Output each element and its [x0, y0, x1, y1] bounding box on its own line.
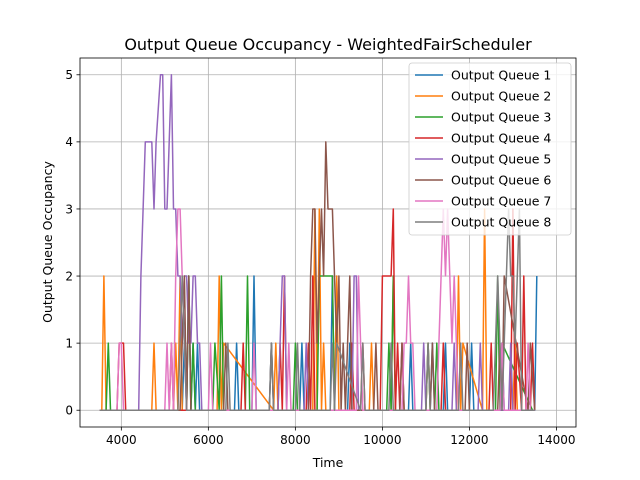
- legend-label-2: Output Queue 2: [451, 89, 551, 104]
- x-tick-label: 4000: [106, 433, 137, 447]
- series-line-5: [99, 74, 535, 411]
- series-line-2: [99, 208, 535, 411]
- legend-label-3: Output Queue 3: [451, 110, 551, 125]
- x-tick-label: 10000: [363, 433, 401, 447]
- legend-label-7: Output Queue 7: [451, 194, 551, 209]
- legend-label-4: Output Queue 4: [451, 131, 551, 146]
- y-tick-label: 4: [65, 135, 73, 149]
- legend-label-8: Output Queue 8: [451, 215, 551, 230]
- x-tick-label: 14000: [537, 433, 575, 447]
- series-lines: [99, 74, 538, 411]
- y-axis-ticks: 0 1 2 3 4 5: [65, 68, 80, 418]
- x-axis-ticks: 4000 6000 8000 10000 12000 14000: [106, 427, 576, 447]
- legend-label-1: Output Queue 1: [451, 68, 551, 83]
- legend-box: [408, 62, 572, 236]
- y-tick-label: 0: [65, 404, 73, 418]
- legend-label-6: Output Queue 6: [451, 173, 551, 188]
- y-axis-label: Output Queue Occupancy: [40, 161, 55, 323]
- y-tick-label: 2: [65, 269, 73, 283]
- series-line-8: [99, 208, 535, 411]
- y-tick-label: 3: [65, 202, 73, 216]
- x-tick-label: 12000: [450, 433, 488, 447]
- x-tick-label: 8000: [280, 433, 311, 447]
- legend-label-5: Output Queue 5: [451, 152, 551, 167]
- y-tick-label: 1: [65, 336, 73, 350]
- legend: Output Queue 1 Output Queue 2 Output Queue…: [408, 62, 572, 236]
- chart-title: Output Queue Occupancy - WeightedFairSch…: [124, 35, 532, 54]
- x-axis-label: Time: [312, 455, 344, 470]
- plot-frame: [79, 57, 577, 428]
- x-tick-label: 6000: [193, 433, 224, 447]
- y-tick-label: 5: [65, 68, 73, 82]
